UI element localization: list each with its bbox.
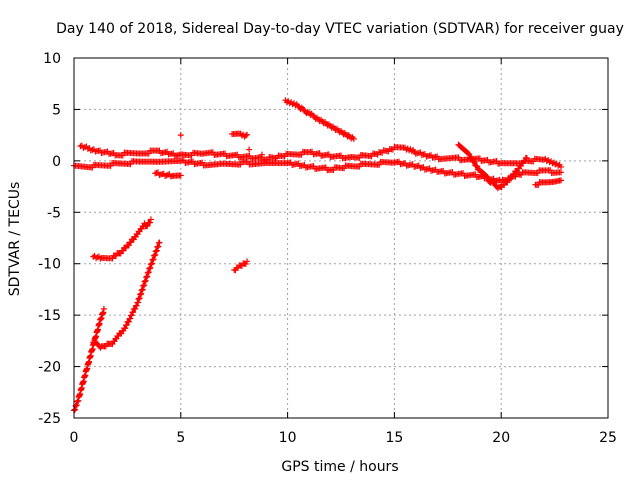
data-point xyxy=(100,305,107,312)
data-point xyxy=(130,309,137,316)
x-tick-label: 5 xyxy=(176,430,185,446)
data-point xyxy=(244,258,251,265)
y-tick-label: -25 xyxy=(38,411,61,427)
y-axis-label: SDTVAR / TECUs xyxy=(7,182,23,297)
x-axis-ticks: 0 5 10 15 20 25 xyxy=(70,58,617,446)
data-point xyxy=(133,302,140,309)
chart-title: Day 140 of 2018, Sidereal Day-to-day VTE… xyxy=(56,21,624,37)
data-point xyxy=(122,325,129,332)
series-4 xyxy=(90,239,163,351)
series-2 xyxy=(282,97,357,142)
data-point xyxy=(258,151,265,158)
y-tick-label: -15 xyxy=(38,308,61,324)
y-tick-label: 0 xyxy=(52,154,61,170)
y-tick-label: -10 xyxy=(38,257,61,273)
data-point xyxy=(466,151,473,158)
x-tick-label: 10 xyxy=(279,430,297,446)
data-point xyxy=(468,155,475,162)
data-point xyxy=(408,148,415,155)
series-3 xyxy=(71,305,107,414)
y-tick-label: -20 xyxy=(38,360,61,376)
x-tick-label: 25 xyxy=(599,430,617,446)
data-point xyxy=(144,222,151,229)
grid xyxy=(74,58,608,418)
series-0 xyxy=(77,142,565,170)
data-point xyxy=(156,239,163,246)
data-point xyxy=(465,150,472,157)
data-series xyxy=(71,97,565,414)
data-point xyxy=(242,260,249,267)
y-tick-label: 5 xyxy=(52,102,61,118)
data-point xyxy=(177,172,184,179)
data-point xyxy=(123,322,130,329)
series-10 xyxy=(532,177,565,188)
data-point xyxy=(558,163,565,170)
series-8 xyxy=(152,169,184,180)
data-point xyxy=(147,216,154,223)
data-point xyxy=(471,159,478,166)
data-point xyxy=(125,318,132,325)
data-point xyxy=(523,154,530,161)
series-9 xyxy=(455,141,530,192)
data-point xyxy=(132,305,139,312)
data-point xyxy=(484,173,491,180)
data-point xyxy=(483,172,490,179)
y-tick-label: 10 xyxy=(43,51,61,67)
x-tick-label: 20 xyxy=(492,430,510,446)
y-axis-ticks: -25 -20 -15 -10 -5 0 5 10 xyxy=(38,51,608,427)
data-point xyxy=(558,169,565,176)
y-tick-label: -5 xyxy=(47,205,61,221)
series-7 xyxy=(229,130,251,140)
series-5 xyxy=(90,216,154,262)
data-point xyxy=(558,177,565,184)
data-point xyxy=(128,312,135,319)
x-tick-label: 15 xyxy=(385,430,403,446)
x-axis-label: GPS time / hours xyxy=(281,459,398,475)
data-point xyxy=(242,132,249,139)
series-6 xyxy=(231,258,251,274)
data-point xyxy=(127,315,134,322)
x-tick-label: 0 xyxy=(70,430,79,446)
plot-frame xyxy=(73,57,609,419)
data-point xyxy=(350,135,357,142)
series-11 xyxy=(177,132,265,158)
data-point xyxy=(102,343,109,350)
data-point xyxy=(246,146,253,153)
data-point xyxy=(244,131,251,138)
data-point xyxy=(146,219,153,226)
data-point xyxy=(177,132,184,139)
data-point xyxy=(474,163,481,170)
